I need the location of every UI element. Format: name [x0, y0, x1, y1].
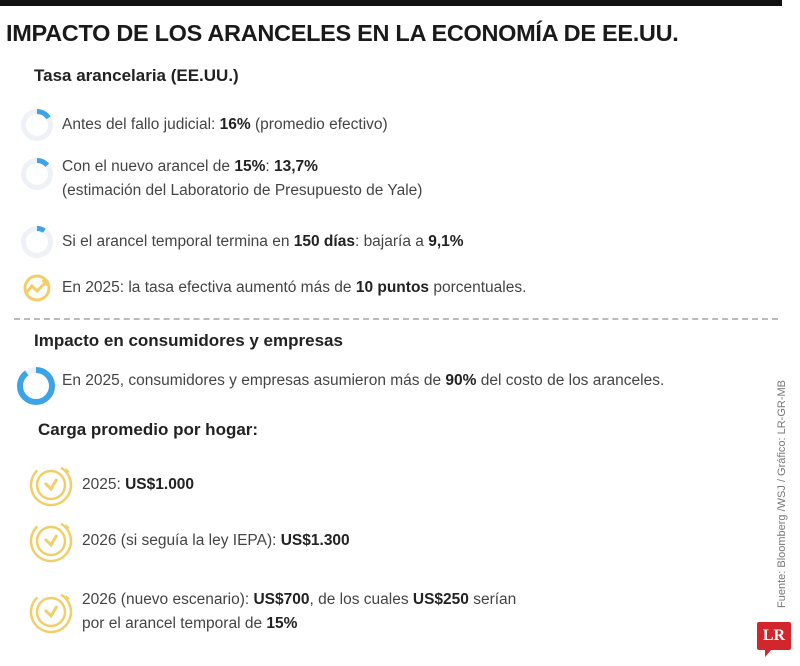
top-bar [0, 0, 782, 6]
item-text: Si el arancel temporal termina en 150 dí… [62, 233, 464, 250]
clock-icon [29, 519, 73, 563]
donut-progress-icon [17, 367, 55, 405]
clock-icon [29, 590, 73, 634]
list-item: 2025: US$1.000 [28, 462, 194, 508]
list-item: 2026 (nuevo escenario): US$700, de los c… [28, 588, 516, 636]
ring-progress [21, 226, 53, 258]
divider [14, 318, 778, 320]
item-text: Con el nuevo arancel de 15%: 13,7% (esti… [62, 158, 423, 199]
page-title: IMPACTO DE LOS ARANCELES EN LA ECONOMÍA … [6, 20, 679, 46]
source-credit: Fuente: Bloomberg /WSJ / Gráfico: LR-GR-… [776, 379, 788, 608]
subheading-household-burden: Carga promedio por hogar: [38, 420, 259, 439]
lr-logo: LR [757, 622, 791, 657]
list-item: Con el nuevo arancel de 15%: 13,7% (esti… [20, 155, 422, 203]
ring-track [21, 226, 53, 258]
item-text: En 2025: la tasa efectiva aumentó más de… [62, 279, 527, 296]
clock-icon [29, 463, 73, 507]
rising-chart-icon [23, 274, 51, 302]
section-heading-tariff-rate: Tasa arancelaria (EE.UU.) [34, 66, 239, 85]
list-item: Antes del fallo judicial: 16% (promedio … [20, 108, 388, 142]
item-text: En 2025, consumidores y empresas asumier… [62, 372, 665, 389]
list-item: En 2025: la tasa efectiva aumentó más de… [20, 273, 526, 303]
list-item: 2026 (si seguía la ley IEPA): US$1.300 [28, 518, 350, 564]
section-heading-impact: Impacto en consumidores y empresas [34, 331, 343, 350]
item-text: 2026 (si seguía la ley IEPA): US$1.300 [82, 532, 350, 549]
ring-progress [17, 367, 55, 405]
item-text: Antes del fallo judicial: 16% (promedio … [62, 116, 388, 133]
donut-progress-icon [21, 158, 53, 190]
list-item: En 2025, consumidores y empresas asumier… [16, 366, 664, 406]
donut-progress-icon [21, 226, 53, 258]
list-item: Si el arancel temporal termina en 150 dí… [20, 225, 464, 259]
ring-progress [21, 158, 53, 190]
item-text: 2026 (nuevo escenario): US$700, de los c… [82, 591, 517, 632]
donut-progress-icon [21, 109, 53, 141]
ring-progress [21, 109, 53, 141]
item-text: 2025: US$1.000 [82, 476, 195, 493]
